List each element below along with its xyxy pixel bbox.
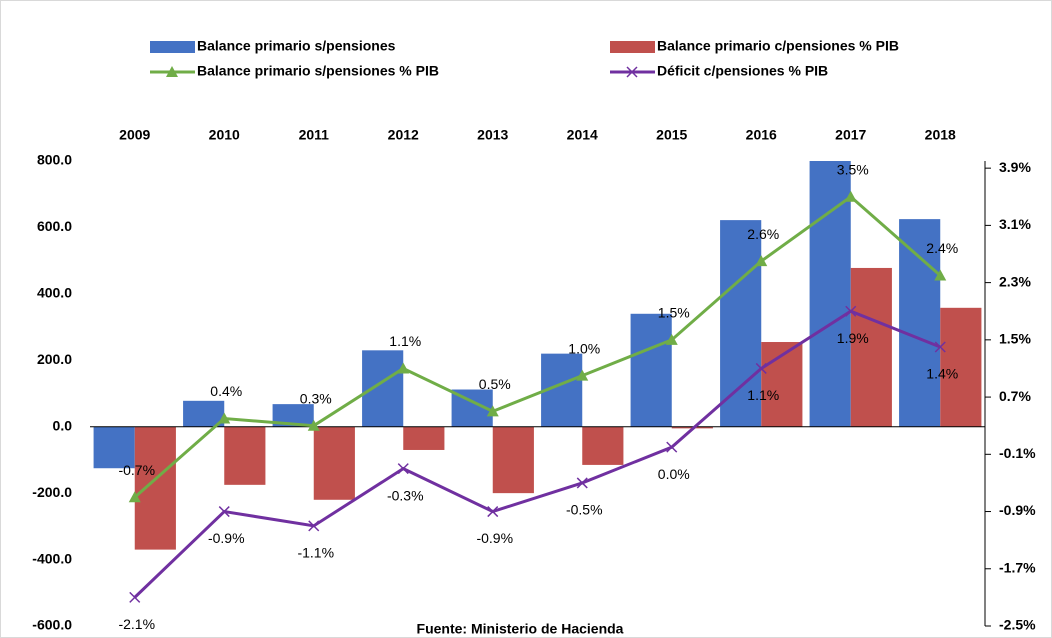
x-tick-label: 2012 — [388, 127, 419, 143]
marker — [665, 333, 678, 345]
y2-tick-label: 1.5% — [999, 331, 1031, 347]
bar — [850, 267, 892, 427]
y2-tick-label: -2.5% — [999, 617, 1036, 633]
y2-tick-label: -0.9% — [999, 502, 1036, 518]
y-tick-label: 600.0 — [37, 218, 72, 234]
marker — [166, 66, 178, 77]
legend-label: Balance primario s/pensiones % PIB — [197, 63, 439, 79]
marker — [487, 506, 499, 518]
marker — [626, 66, 638, 78]
bar — [272, 404, 314, 427]
bar — [403, 426, 445, 450]
bar — [582, 426, 624, 465]
data-label: 3.5% — [837, 161, 869, 177]
y-tick-label: 800.0 — [37, 152, 72, 168]
data-label: 1.9% — [837, 330, 869, 346]
marker — [934, 341, 946, 353]
y2-tick-label: 3.9% — [999, 159, 1031, 175]
line — [133, 309, 941, 599]
source: Fuente: Ministerio de Hacienda — [417, 621, 624, 637]
bar — [362, 350, 404, 427]
marker — [218, 412, 231, 424]
marker — [755, 362, 767, 374]
data-label: 1.1% — [389, 333, 421, 349]
data-label: 1.1% — [747, 387, 779, 403]
marker — [666, 441, 678, 453]
data-label: 0.3% — [300, 390, 332, 406]
data-label: 1.0% — [568, 340, 600, 356]
data-label: -0.9% — [476, 530, 513, 546]
legend-label: Déficit c/pensiones % PIB — [657, 63, 828, 79]
legend-label: Balance primario s/pensiones — [197, 38, 396, 54]
marker — [129, 591, 141, 603]
marker — [128, 491, 141, 503]
marker — [397, 362, 410, 374]
y-tick-label: -600.0 — [32, 617, 72, 633]
bar — [492, 426, 534, 494]
bar — [134, 426, 176, 550]
x-tick-label: 2015 — [656, 127, 687, 143]
data-label: 1.4% — [926, 366, 958, 382]
data-label: -0.3% — [387, 487, 424, 503]
data-label: -0.5% — [566, 502, 603, 518]
marker — [934, 269, 947, 281]
x-tick-label: 2011 — [299, 127, 330, 143]
marker — [845, 305, 857, 317]
y2-tick-label: -1.7% — [999, 559, 1036, 575]
x-tick-label: 2014 — [567, 127, 598, 143]
y-tick-label: -400.0 — [32, 550, 72, 566]
bar — [313, 426, 355, 500]
y2-tick-label: 0.7% — [999, 388, 1031, 404]
marker — [844, 190, 857, 202]
legend-swatch — [150, 41, 195, 53]
data-label: 0.4% — [210, 383, 242, 399]
y2-tick-label: 2.3% — [999, 273, 1031, 289]
data-label: 0.5% — [479, 376, 511, 392]
bar — [720, 220, 762, 427]
y-tick-label: 0.0 — [53, 417, 73, 433]
marker — [576, 477, 588, 489]
marker — [755, 255, 768, 267]
legend-swatch — [610, 41, 655, 53]
data-label: -2.1% — [118, 616, 155, 632]
data-label: 2.4% — [926, 240, 958, 256]
data-label: -0.7% — [118, 462, 155, 478]
x-tick-label: 2010 — [209, 127, 240, 143]
marker — [308, 520, 320, 532]
x-tick-label: 2016 — [746, 127, 777, 143]
x-tick-label: 2017 — [835, 127, 866, 143]
marker — [576, 369, 589, 381]
x-tick-label: 2018 — [925, 127, 956, 143]
legend-label: Balance primario c/pensiones % PIB — [657, 38, 899, 54]
data-label: 1.5% — [658, 305, 690, 321]
marker — [218, 506, 230, 518]
data-label: -1.1% — [297, 545, 334, 561]
line — [133, 194, 942, 499]
y-tick-label: 400.0 — [37, 285, 72, 301]
bar — [940, 307, 982, 427]
bar — [809, 161, 851, 427]
marker — [397, 463, 409, 475]
marker — [486, 405, 499, 417]
x-tick-label: 2013 — [477, 127, 508, 143]
y2-tick-label: 3.1% — [999, 216, 1031, 232]
bar — [224, 426, 266, 485]
data-label: -0.9% — [208, 530, 245, 546]
bar — [93, 426, 135, 469]
bar — [630, 313, 672, 427]
data-label: 2.6% — [747, 226, 779, 242]
bar — [899, 219, 941, 427]
marker — [307, 419, 320, 431]
y-tick-label: -200.0 — [32, 484, 72, 500]
x-tick-label: 2009 — [119, 127, 150, 143]
bar — [183, 400, 225, 427]
y-tick-label: 200.0 — [37, 351, 72, 367]
data-label: 0.0% — [658, 466, 690, 482]
y2-tick-label: -0.1% — [999, 445, 1036, 461]
